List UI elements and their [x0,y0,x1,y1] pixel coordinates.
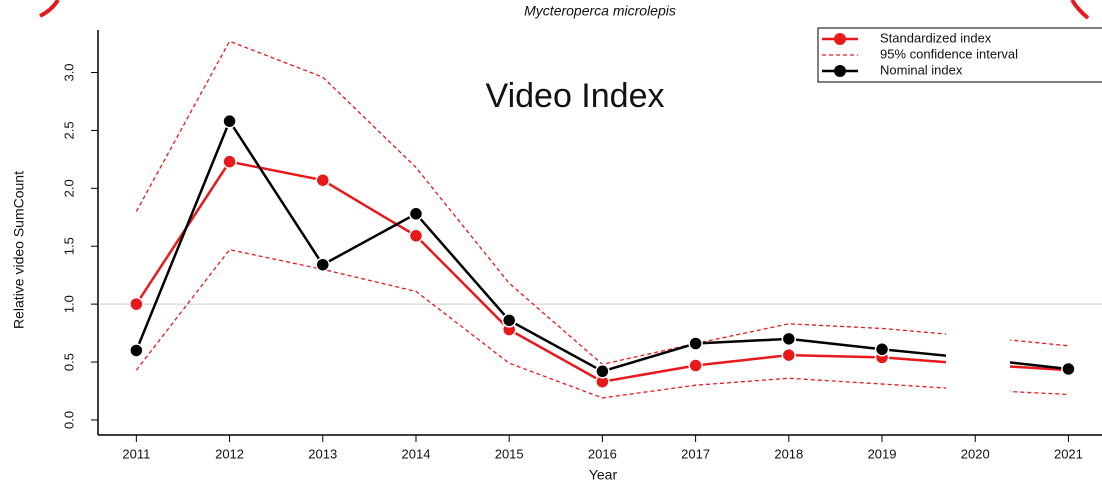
x-tick-label: 2016 [588,446,617,461]
y-axis-label: Relative video SumCount [11,171,27,329]
y-tick-label: 2.5 [61,121,76,139]
series-line [135,118,1069,373]
point [1061,361,1076,377]
x-tick-label: 2017 [681,446,710,461]
legend-marker [834,65,846,77]
x-tick-label: 2013 [308,446,337,461]
y-tick-label: 0.5 [61,353,76,371]
point [874,342,890,357]
point [501,313,517,328]
legend-label: Standardized index [880,30,992,45]
x-tick-label: 2021 [1054,446,1083,461]
y-tick-label: 1.5 [61,237,76,255]
x-tick-label: 2018 [774,446,803,461]
point [408,228,424,244]
plot-area [100,40,1102,399]
point [129,343,144,358]
legend-label: Nominal index [880,62,963,77]
x-tick-label: 2014 [402,446,431,461]
point [222,154,237,169]
chart-title: Mycteroperca microlepis [524,3,676,19]
point [408,206,424,222]
x-tick-label: 2012 [215,446,244,461]
legend-box [817,27,1102,83]
point [595,364,610,379]
decoration [39,0,60,18]
annotation: Video Index [486,77,665,115]
y-tick-label: 2.0 [61,179,76,197]
point [315,172,331,188]
y-tick-label: 1.0 [61,295,76,313]
decoration [1070,0,1090,20]
occluder [946,330,1010,410]
x-tick-label: 2019 [868,446,897,461]
point [781,347,797,363]
point [315,257,331,272]
point [688,358,703,373]
x-axis-label: Year [589,467,618,483]
ci-line [135,248,1069,399]
y-tick-label: 3.0 [61,63,76,81]
point [222,113,237,129]
legend-label: 95% confidence interval [880,46,1018,61]
y-tick-label: 0.0 [61,411,76,429]
point [129,296,144,312]
legend-marker [834,33,846,45]
point [781,331,797,347]
point [688,336,703,351]
x-tick-label: 2015 [495,446,524,461]
x-tick-label: 2020 [961,446,990,461]
x-tick-label: 2011 [122,446,150,461]
